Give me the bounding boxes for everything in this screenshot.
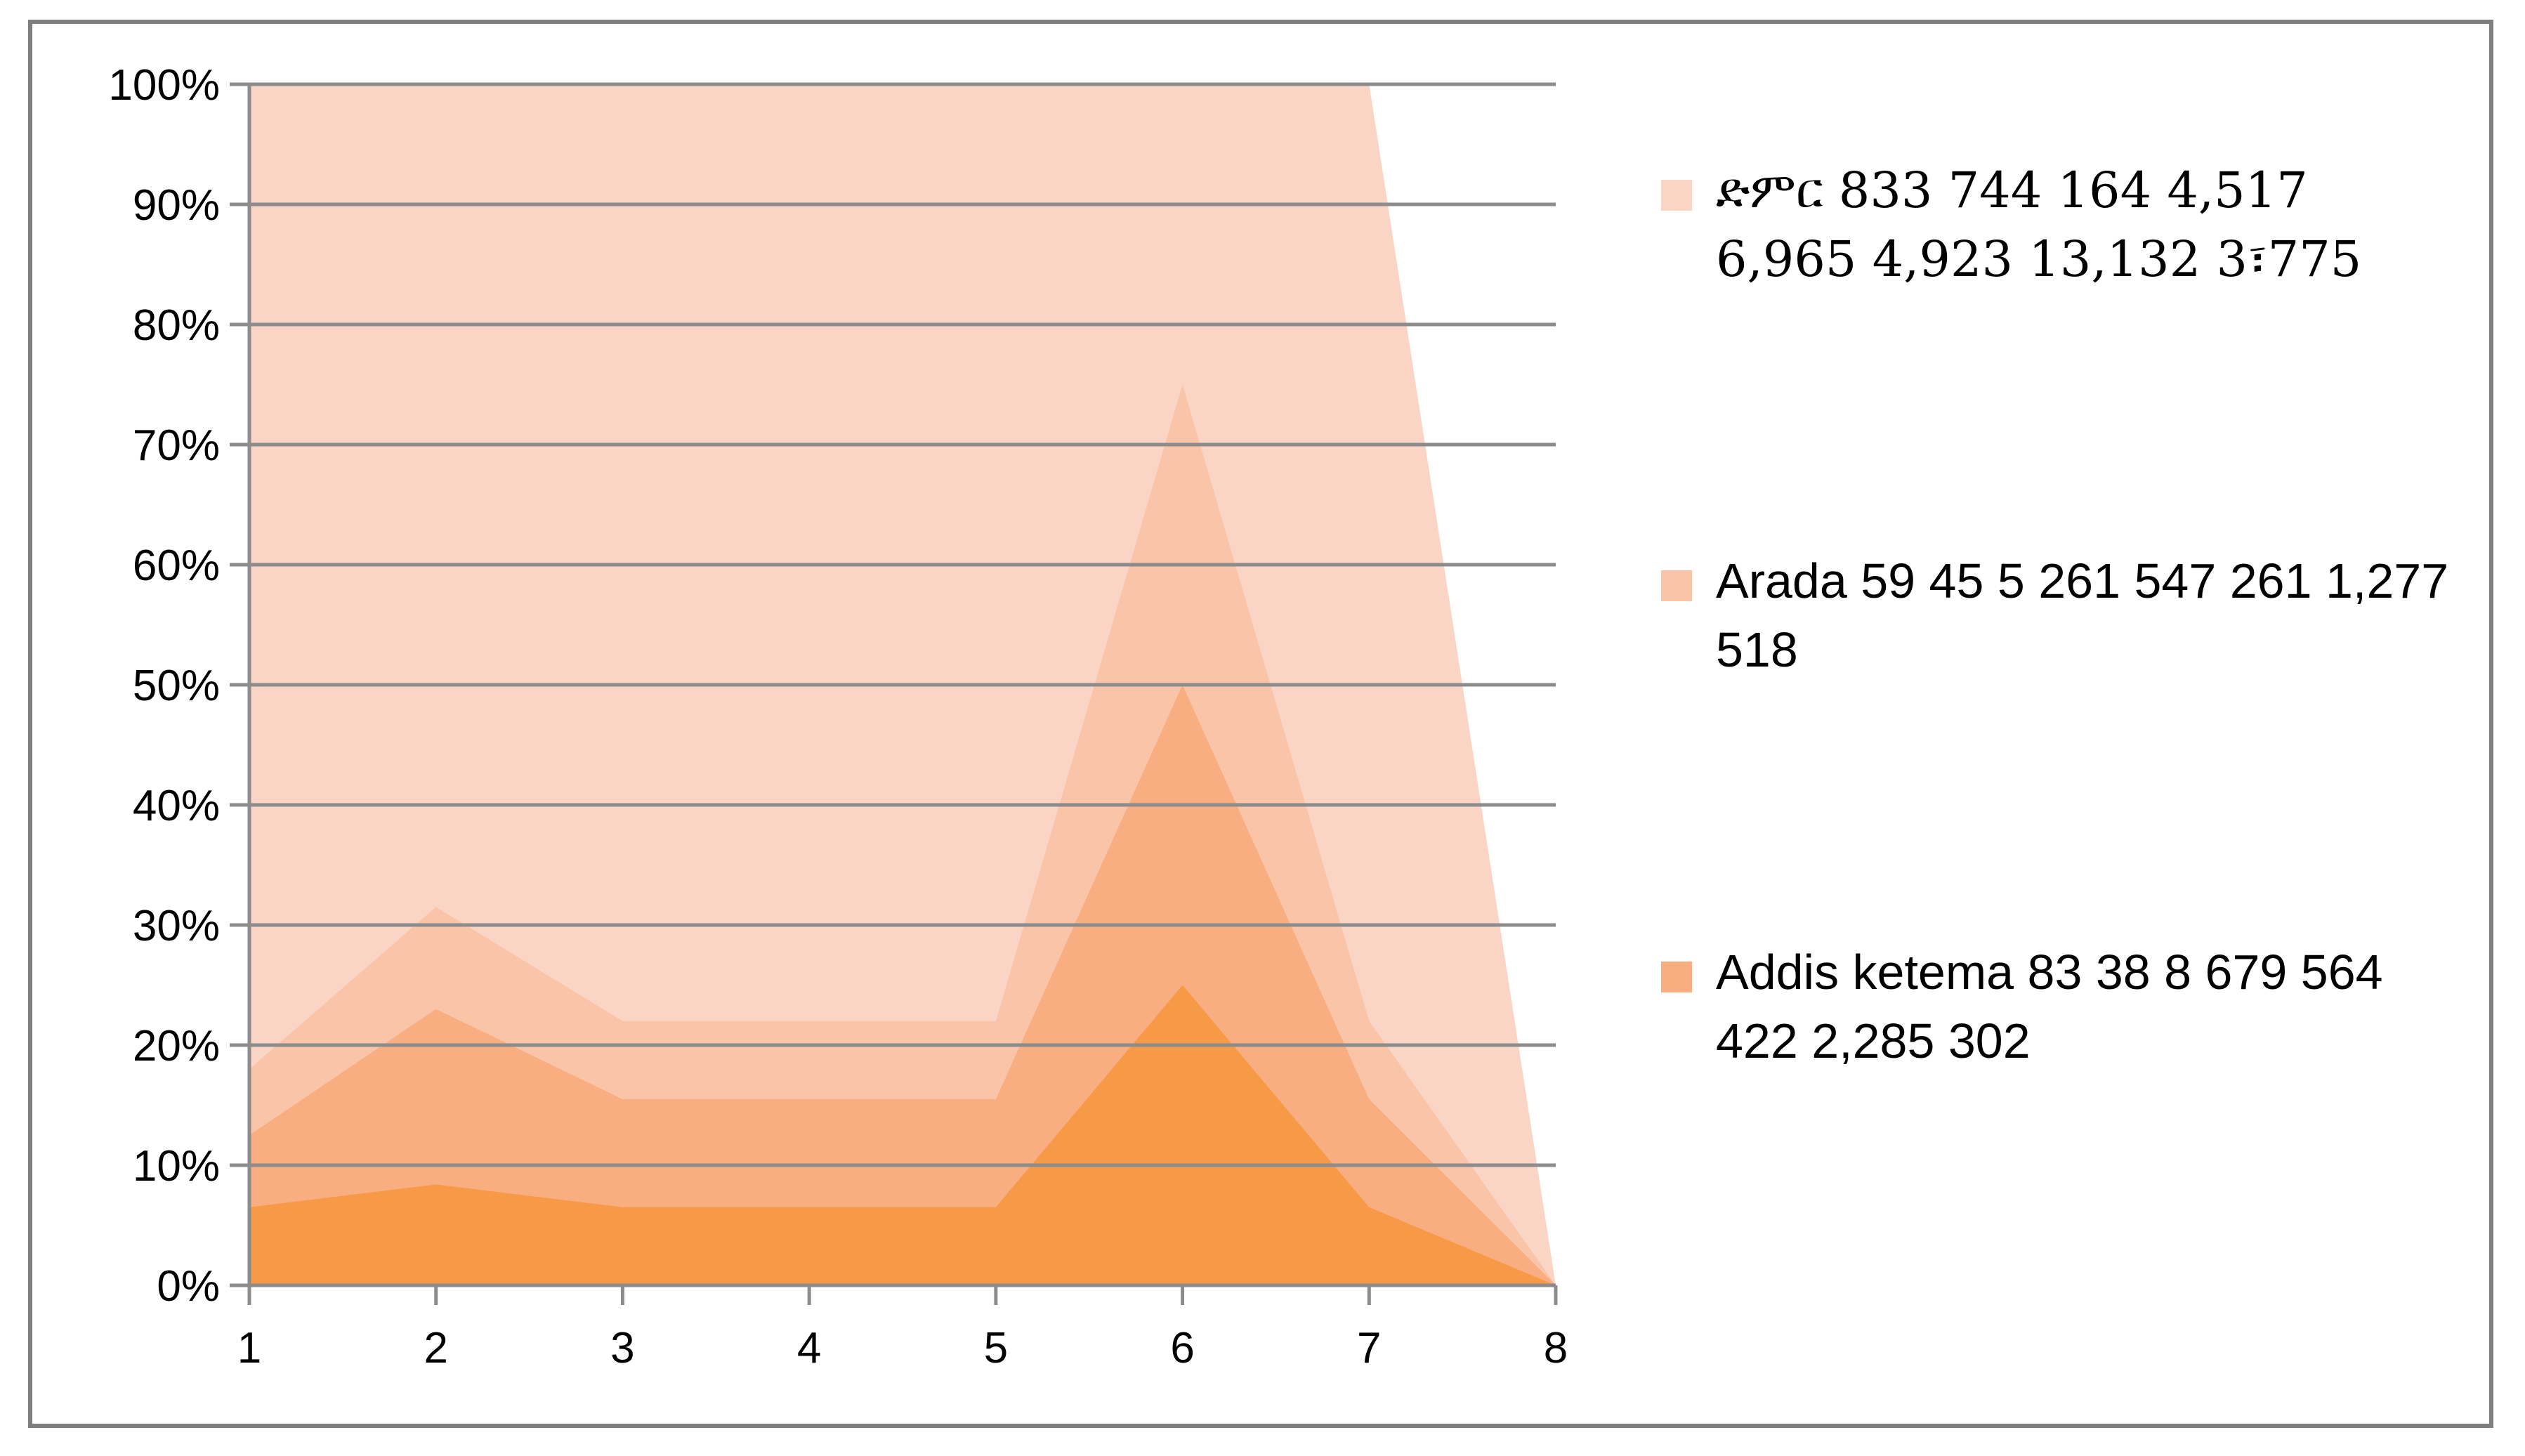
x-tick-label: 7 <box>1357 1324 1381 1372</box>
grid-layer <box>249 82 1556 1167</box>
legend-label-addis-ketema: Addis ketema 83 38 8 679 564 422 2,285 3… <box>1716 945 2383 1068</box>
y-tick-label: 40% <box>133 782 220 830</box>
legend-label-arada: Arada 59 45 5 261 547 261 1,277 518 <box>1716 553 2449 677</box>
area-series-0 <box>249 985 1556 1285</box>
x-tick-label: 5 <box>984 1324 1008 1372</box>
y-tick-label: 20% <box>133 1022 220 1070</box>
axis-layer <box>230 82 1558 1305</box>
x-tick-label: 2 <box>424 1324 447 1372</box>
x-tick-label: 1 <box>237 1324 261 1372</box>
y-tick-label: 90% <box>133 181 220 230</box>
x-tick-label: 6 <box>1170 1324 1194 1372</box>
y-tick-label: 50% <box>133 662 220 710</box>
y-tick-label: 0% <box>157 1262 220 1311</box>
label-layer: 0% 10% 20% 30% 40% 50% 60% 70% 80% 90% 100% 1 2 3 4 5 6 7… <box>108 61 1568 1372</box>
legend-swatch-total <box>1661 180 1692 211</box>
legend-swatch-addis-ketema <box>1661 962 1692 992</box>
y-tick-label: 60% <box>133 542 220 590</box>
y-tick-label: 100% <box>108 61 220 110</box>
x-tick-label: 4 <box>797 1324 821 1372</box>
y-tick-label: 10% <box>133 1142 220 1191</box>
legend-label-total: ድምር 833 744 164 4,517 6,965 4,923 13,132… <box>1716 162 2362 288</box>
y-tick-label: 30% <box>133 902 220 950</box>
legend-swatch-arada <box>1661 570 1692 601</box>
y-tick-label: 80% <box>133 301 220 350</box>
x-tick-label: 8 <box>1544 1324 1568 1372</box>
x-tick-label: 3 <box>610 1324 634 1372</box>
y-tick-label: 70% <box>133 421 220 470</box>
